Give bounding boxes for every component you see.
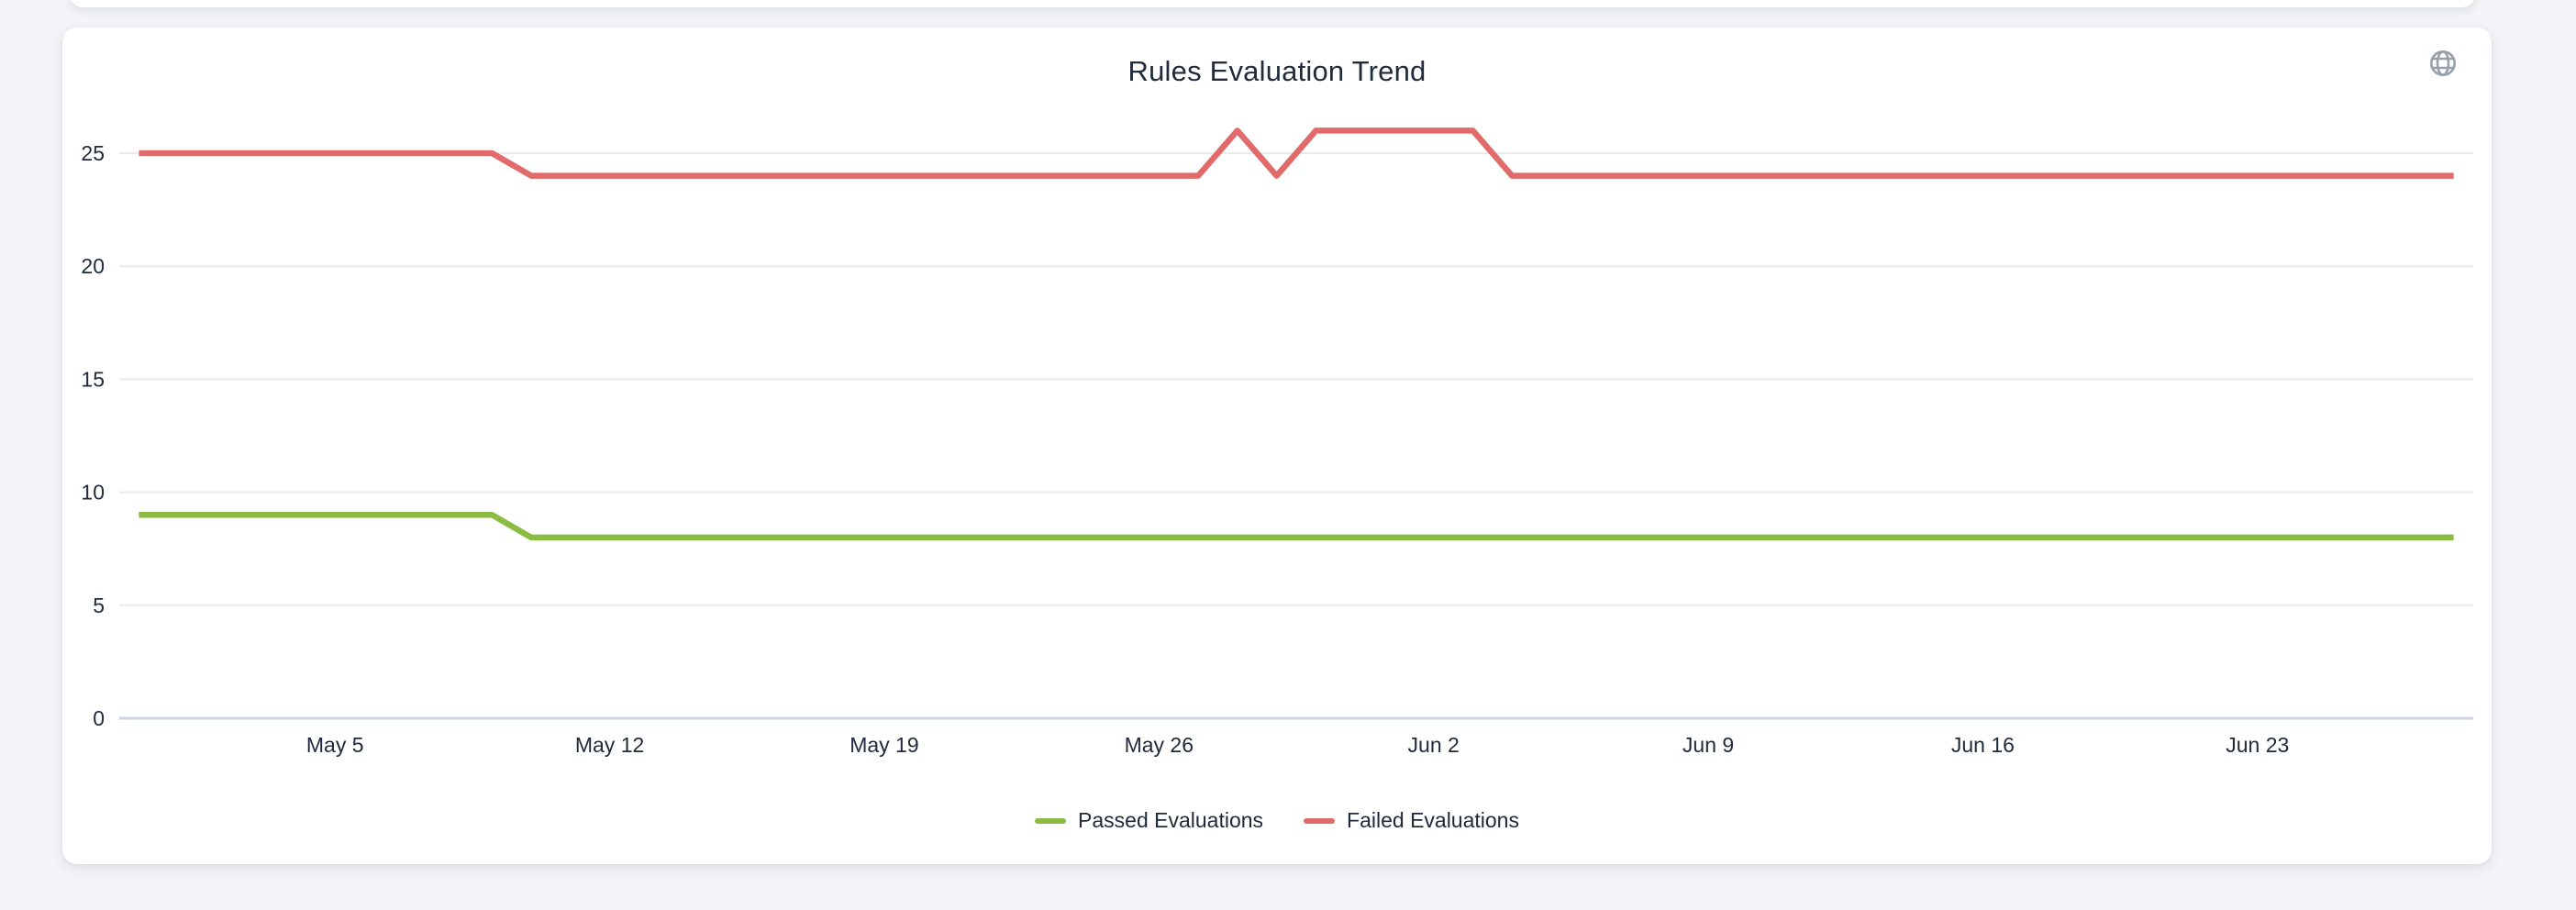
series-line-failed[interactable] xyxy=(139,128,2454,179)
legend-item-passed[interactable]: Passed Evaluations xyxy=(1035,808,1263,833)
y-tick-label-10: 10 xyxy=(81,481,105,505)
legend-marker-failed xyxy=(1304,817,1336,824)
x-tick-label-may-26: May 26 xyxy=(1125,733,1194,757)
chart-title: Rules Evaluation Trend xyxy=(1127,55,1427,87)
legend-label-failed: Failed Evaluations xyxy=(1347,808,1519,832)
legend-label-passed: Passed Evaluations xyxy=(1078,808,1264,832)
x-tick-label-may-12: May 12 xyxy=(575,733,644,757)
x-tick-label-jun-16: Jun 16 xyxy=(1951,733,2015,757)
y-tick-label-15: 15 xyxy=(81,367,105,391)
series-line-passed[interactable] xyxy=(139,511,2454,541)
x-tick-label-may-19: May 19 xyxy=(849,733,918,757)
x-tick-label-jun-9: Jun 9 xyxy=(1682,733,1734,757)
chart-legend: Passed Evaluations Failed Evaluations xyxy=(62,808,2492,833)
legend-marker-passed xyxy=(1035,817,1067,824)
x-tick-label-jun-2: Jun 2 xyxy=(1408,733,1460,757)
y-tick-label-20: 20 xyxy=(81,254,105,278)
y-tick-label-5: 5 xyxy=(93,594,105,617)
previous-card-edge xyxy=(70,0,2475,7)
x-tick-label-may-5: May 5 xyxy=(306,733,364,757)
legend-item-failed[interactable]: Failed Evaluations xyxy=(1304,808,1519,833)
y-tick-label-25: 25 xyxy=(81,141,105,165)
chart-svg: 0 5 10 15 20 25 May 5 May 12 May 19 May 26 Jun 2 Ju… xyxy=(81,128,2473,757)
rules-evaluation-trend-card: 0 5 10 15 20 25 May 5 May 12 May 19 May 26 Jun 2 Ju… xyxy=(62,28,2492,864)
globe-icon[interactable] xyxy=(2427,48,2459,79)
x-tick-label-jun-23: Jun 23 xyxy=(2226,733,2289,757)
y-tick-label-0: 0 xyxy=(93,706,105,730)
